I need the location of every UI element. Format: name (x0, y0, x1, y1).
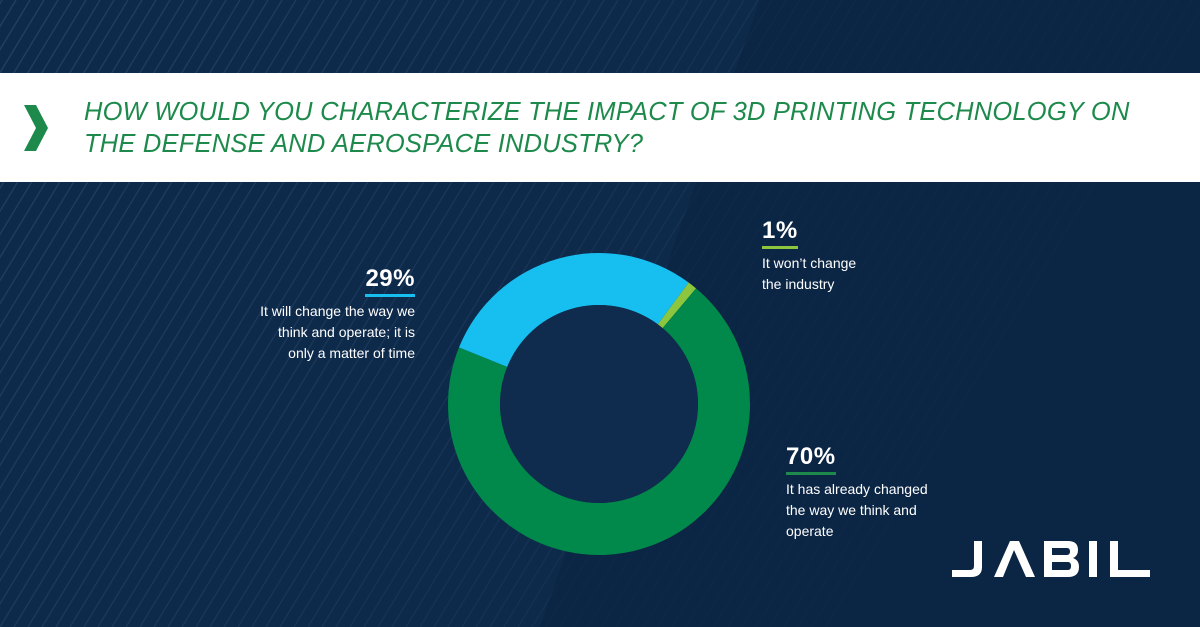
donut-slice-1pct (657, 282, 697, 329)
label-wont-change: 1% It won’t change the industry (762, 218, 922, 295)
question-title: HOW WOULD YOU CHARACTERIZE THE IMPACT OF… (84, 98, 1130, 158)
donut-slice-70pct (448, 288, 750, 555)
label-wont-change-text: It won’t change the industry (762, 253, 922, 295)
data-label-70: 70% (786, 444, 836, 475)
label-will-change-text: It will change the way we think and oper… (220, 301, 415, 364)
data-label-1: 1% (762, 218, 798, 249)
label-line: only a matter of time (288, 345, 415, 361)
label-line: It won’t change (762, 255, 857, 271)
label-already-changed-text: It has already changed the way we think … (786, 479, 956, 542)
label-line: the industry (762, 276, 835, 292)
chevron-right-icon (24, 105, 48, 151)
label-line: It has already changed (786, 481, 928, 497)
donut-slice-29pct (458, 252, 689, 367)
label-line: operate (786, 523, 834, 539)
label-line: the way we think and (786, 502, 917, 518)
jabil-logo (952, 541, 1150, 577)
label-already-changed: 70% It has already changed the way we th… (786, 444, 956, 542)
data-label-29: 29% (365, 266, 415, 297)
label-line: think and operate; it is (278, 324, 415, 340)
label-line: It will change the way we (260, 303, 415, 319)
label-will-change: 29% It will change the way we think and … (220, 266, 415, 364)
title-band (0, 73, 1200, 182)
donut-hole (500, 305, 698, 503)
